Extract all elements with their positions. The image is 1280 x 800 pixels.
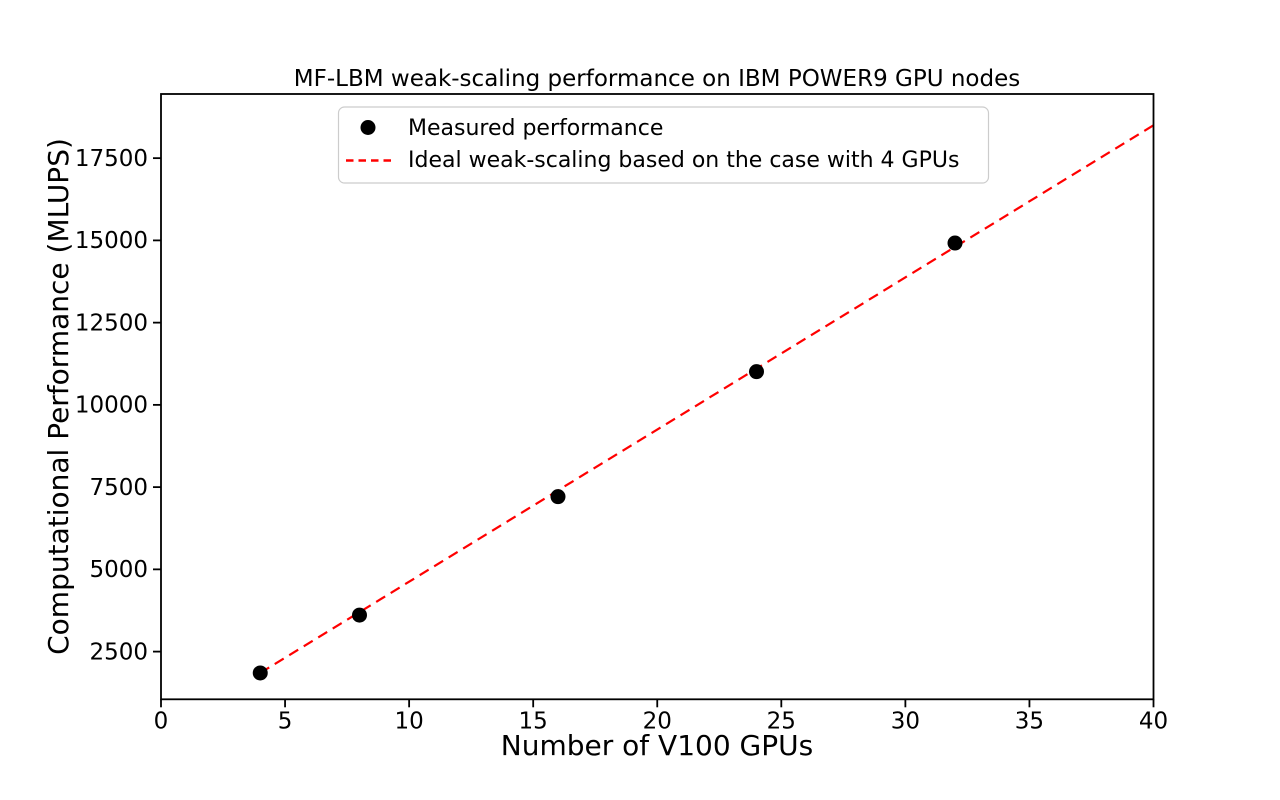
legend-label-measured: Measured performance: [408, 116, 663, 141]
y-axis-ticks: 2500 5000 7500 10000 12500 15000 17500: [75, 146, 161, 665]
x-tick-label: 15: [519, 708, 548, 734]
y-tick-label: 5000: [89, 557, 148, 583]
x-axis-label: Number of V100 GPUs: [501, 729, 813, 762]
y-tick-label: 7500: [89, 475, 148, 501]
x-tick-label: 5: [278, 708, 293, 734]
y-tick-label: 15000: [75, 228, 148, 254]
chart-title: MF-LBM weak-scaling performance on IBM P…: [294, 66, 1020, 92]
x-tick-label: 20: [643, 708, 672, 734]
x-tick-label: 35: [1015, 708, 1044, 734]
y-tick-label: 12500: [75, 310, 148, 336]
measured-point: [749, 364, 764, 380]
y-tick-label: 2500: [89, 639, 148, 665]
x-tick-label: 25: [767, 708, 796, 734]
plot-border: [160, 93, 1155, 701]
measured-point: [550, 489, 566, 505]
y-tick-label: 10000: [75, 393, 148, 419]
x-axis-ticks: 0 5 10 15 20 25 30 35 40: [154, 699, 1168, 734]
measured-point: [252, 665, 268, 681]
ideal-scaling-line-layer: [259, 124, 1155, 674]
measured-points-layer: [252, 235, 963, 681]
plot-area: [161, 94, 1154, 700]
x-tick-label: 40: [1139, 708, 1168, 734]
legend: Measured performance Ideal weak-scaling …: [337, 106, 990, 184]
legend-marker-dot-icon: [360, 120, 376, 135]
legend-box: [337, 106, 990, 184]
measured-point: [947, 235, 963, 251]
y-tick-label: 17500: [75, 146, 148, 172]
legend-label-ideal: Ideal weak-scaling based on the case wit…: [408, 148, 959, 173]
measured-point: [352, 607, 367, 623]
x-tick-label: 30: [891, 708, 920, 734]
ideal-scaling-line: [259, 124, 1155, 674]
y-axis-label: Computational Performance (MLUPS): [42, 138, 75, 655]
x-tick-label: 10: [394, 708, 423, 734]
x-tick-label: 0: [154, 708, 169, 734]
